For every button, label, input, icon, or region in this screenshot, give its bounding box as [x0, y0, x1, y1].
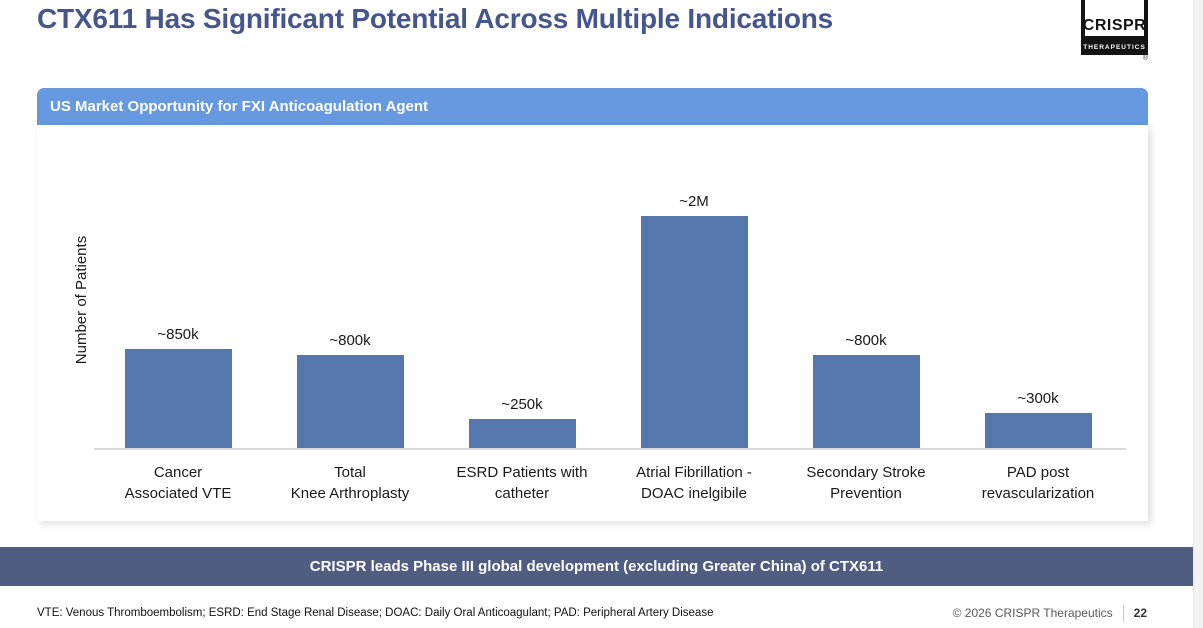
registered-trademark-icon: ® [1142, 55, 1148, 62]
bar-value-label: ~250k [501, 396, 543, 413]
y-axis-label: Number of Patients [73, 235, 90, 365]
bar-value-label: ~850k [157, 326, 199, 343]
chart-panel-header: US Market Opportunity for FXI Anticoagul… [37, 88, 1148, 125]
chart-columns: ~850k ~800k ~250k ~2M ~800k ~300k [92, 125, 1124, 448]
chart-column: ~800k [780, 125, 952, 448]
bar [640, 216, 748, 448]
chart-column: ~800k [264, 125, 436, 448]
bottom-banner-label: CRISPR leads Phase III global developmen… [309, 558, 884, 575]
bar [984, 413, 1092, 448]
category-label: PAD post revascularization [981, 464, 1095, 502]
chart-column: ~2M [608, 125, 780, 448]
chart-panel-header-label: US Market Opportunity for FXI Anticoagul… [50, 98, 429, 115]
crispr-logo-brand: CRISPR [1082, 17, 1147, 34]
bar [124, 349, 232, 448]
page-number: 22 [1133, 606, 1147, 620]
bar-value-label: ~2M [679, 193, 709, 210]
chart-column: ~850k [92, 125, 264, 448]
footer-divider [1122, 604, 1124, 622]
bar [468, 419, 576, 448]
page-title: CTX611 Has Significant Potential Across … [37, 3, 834, 34]
crispr-logo-subbrand: THERAPEUTICS [1081, 40, 1148, 55]
copyright-text: © 2026 CRISPR Therapeutics [952, 606, 1113, 620]
crispr-logo-box: CRISPR [1081, 0, 1148, 40]
category-label: Secondary Stroke Prevention [806, 464, 926, 502]
abbreviations-note: VTE: Venous Thromboembolism; ESRD: End S… [37, 607, 714, 619]
chart-column: ~250k [436, 125, 608, 448]
bar [812, 355, 920, 448]
vertical-scrollbar[interactable] [1193, 0, 1203, 628]
footer: VTE: Venous Thromboembolism; ESRD: End S… [0, 598, 1193, 628]
bottom-banner: CRISPR leads Phase III global developmen… [0, 547, 1193, 586]
chart-panel: US Market Opportunity for FXI Anticoagul… [37, 88, 1148, 521]
chart-area: Number of Patients ~850k ~800k ~250k ~2M ~80… [37, 125, 1148, 521]
bar [296, 355, 404, 448]
bar-value-label: ~800k [845, 332, 887, 349]
x-axis-line [94, 448, 1126, 450]
chart-category-labels: Cancer Associated VTE Total Knee Arthropl… [92, 462, 1124, 504]
category-label: Cancer Associated VTE [124, 464, 232, 502]
footer-right: © 2026 CRISPR Therapeutics 22 [952, 604, 1147, 622]
chart-column: ~300k [952, 125, 1124, 448]
bar-value-label: ~800k [329, 332, 371, 349]
crispr-logo: CRISPR THERAPEUTICS ® [1081, 0, 1148, 63]
category-label: Total Knee Arthroplasty [290, 464, 410, 502]
category-label: ESRD Patients with catheter [456, 464, 588, 502]
category-label: Atrial Fibrillation - DOAC inelgibile [636, 464, 752, 502]
bar-value-label: ~300k [1017, 390, 1059, 407]
